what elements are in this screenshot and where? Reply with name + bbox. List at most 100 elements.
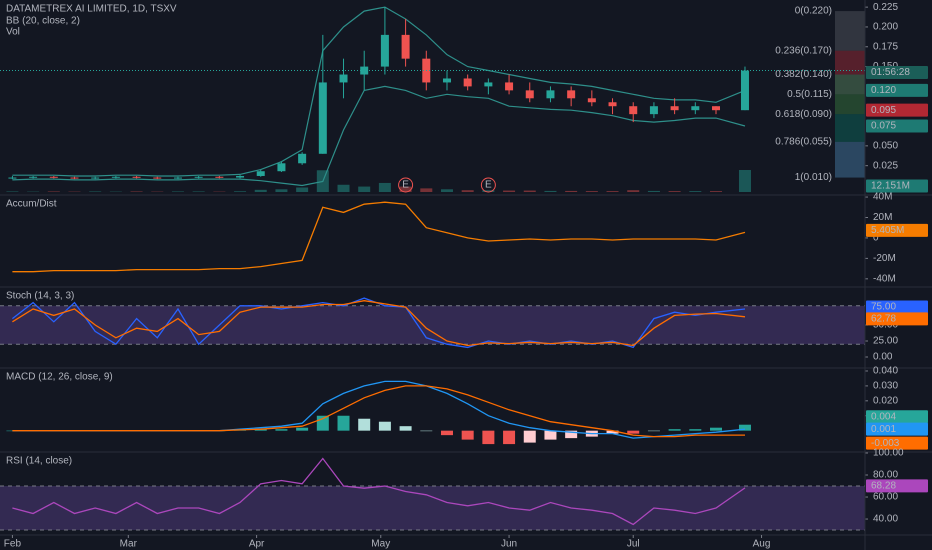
volume-bar <box>440 189 453 192</box>
volume-title: Vol <box>6 27 20 38</box>
volume-bar <box>523 190 536 192</box>
histogram-bar <box>254 429 267 431</box>
volume-bar <box>337 184 350 192</box>
histogram-bar <box>710 427 723 431</box>
volume-bar <box>234 191 247 192</box>
x-tick-label: May <box>371 539 390 550</box>
price-label: 68.28 <box>871 481 896 492</box>
histogram-bar <box>461 430 474 440</box>
fib-label: 0.5(0.115) <box>787 89 832 100</box>
volume-bar <box>710 191 723 192</box>
histogram-bar <box>503 430 516 445</box>
y-tick-label: 0.040 <box>873 366 898 377</box>
volume-bar <box>378 182 391 192</box>
price-label-box <box>866 422 928 436</box>
price-label-box <box>866 312 928 326</box>
candle-body <box>608 102 617 107</box>
earnings-marker <box>480 177 496 193</box>
indicator-line <box>12 300 746 347</box>
band-fill <box>0 486 865 531</box>
price-label: 0.004 <box>871 411 896 422</box>
candle-body <box>173 177 182 179</box>
y-tick-label: 100.00 <box>873 448 904 459</box>
candle-body <box>236 175 245 178</box>
price-label: 0.095 <box>871 105 896 116</box>
candle-body <box>484 82 493 87</box>
candle-body <box>194 176 203 178</box>
candle-body <box>525 90 534 99</box>
price-label: 0.001 <box>871 424 896 435</box>
bollinger-band <box>12 6 746 177</box>
price-label: -0.003 <box>871 438 900 449</box>
y-tick-label: 40M <box>873 192 892 203</box>
fib-label: 1(0.010) <box>795 172 832 183</box>
band-fill <box>0 305 865 345</box>
candle-body <box>360 66 369 75</box>
candle-body <box>740 70 749 111</box>
price-label-box <box>866 410 928 424</box>
chart-subtitle: BB (20, close, 2) <box>6 16 80 27</box>
candle-body <box>587 98 596 103</box>
fib-label: 0.786(0.055) <box>775 137 832 148</box>
fib-zone <box>835 114 865 142</box>
x-tick-label: Apr <box>249 539 265 550</box>
candle-body <box>442 78 451 83</box>
candle-body <box>8 177 17 179</box>
candle-body <box>29 176 38 178</box>
x-tick-label: Feb <box>4 539 22 550</box>
price-label: 62.78 <box>871 313 896 324</box>
candle-body <box>649 106 658 115</box>
pane-title: MACD (12, 26, close, 9) <box>6 372 113 383</box>
candle-body <box>49 176 58 178</box>
earnings-marker <box>398 177 414 193</box>
histogram-bar <box>565 430 578 439</box>
histogram-bar <box>606 430 619 434</box>
volume-bar <box>275 189 288 192</box>
volume-bar <box>565 190 578 192</box>
histogram-bar <box>523 430 536 443</box>
candle-body <box>91 177 100 179</box>
y-tick-label: 0.030 <box>873 381 898 392</box>
volume-bar <box>482 190 495 192</box>
volume-bar <box>585 191 598 192</box>
candle-body <box>256 171 265 176</box>
fib-label: 0.236(0.170) <box>775 45 832 56</box>
volume-bar <box>461 190 474 192</box>
fib-zone <box>835 94 865 115</box>
y-tick-label: 80.00 <box>873 470 898 481</box>
histogram-bar <box>275 429 288 431</box>
candle-body <box>546 90 555 99</box>
y-tick-label: -40M <box>873 273 896 284</box>
candle-body <box>567 90 576 99</box>
indicator-line <box>12 457 746 526</box>
y-tick-label: 0.200 <box>873 22 898 33</box>
price-label: 0.120 <box>871 85 896 96</box>
fib-zone <box>835 50 865 75</box>
candle-body <box>712 106 721 111</box>
volume-bar <box>544 190 557 192</box>
histogram-bar <box>544 430 557 440</box>
price-label-box <box>866 83 928 97</box>
volume-bar <box>668 191 681 192</box>
y-tick-label: 0.225 <box>873 2 898 13</box>
candle-body <box>111 176 120 178</box>
candle-body <box>70 177 79 179</box>
histogram-bar <box>420 430 433 432</box>
y-tick-label: 60.00 <box>873 492 898 503</box>
candle-body <box>505 82 514 91</box>
y-tick-label: -20M <box>873 253 896 264</box>
candle-body <box>670 106 679 111</box>
histogram-bar <box>378 421 391 431</box>
volume-bar <box>420 188 433 192</box>
y-tick-label: 25.00 <box>873 336 898 347</box>
pane-title: DATAMETREX AI LIMITED, 1D, TSXV <box>6 4 177 15</box>
candle-body <box>277 163 286 172</box>
volume-bar <box>47 191 60 192</box>
volume-bar <box>254 189 267 192</box>
histogram-bar <box>337 415 350 431</box>
x-tick-label: Mar <box>120 539 138 550</box>
fib-zone <box>835 74 865 95</box>
fib-zone <box>835 141 865 178</box>
